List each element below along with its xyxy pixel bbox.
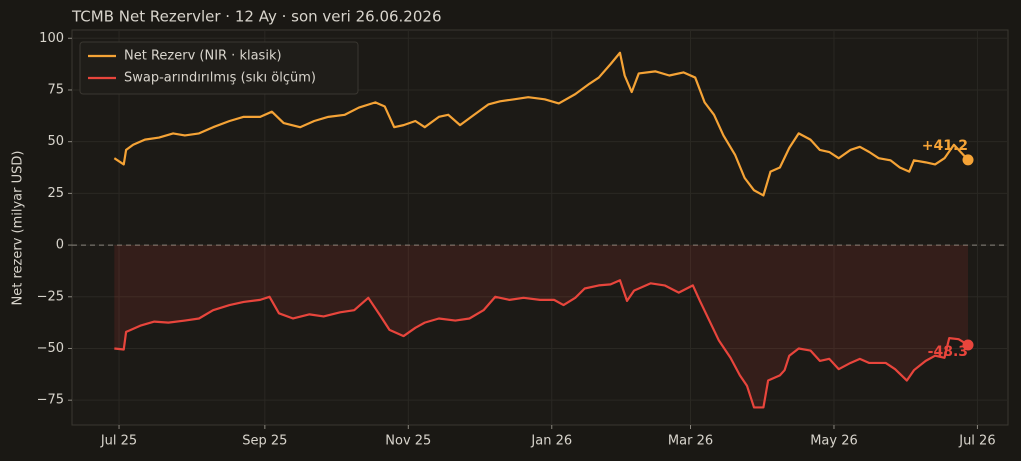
series-line bbox=[113, 51, 969, 197]
chart-title: TCMB Net Rezervler · 12 Ay · son veri 26… bbox=[71, 8, 442, 26]
x-tick-label: Nov 25 bbox=[385, 434, 431, 449]
legend-label: Swap-arındırılmış (sıkı ölçüm) bbox=[124, 71, 316, 86]
y-tick-label: −75 bbox=[37, 393, 64, 408]
y-tick-label: −25 bbox=[37, 289, 64, 304]
x-tick-label: Sep 25 bbox=[242, 434, 287, 449]
x-tick-label: Jul 26 bbox=[958, 434, 995, 449]
y-tick-label: 75 bbox=[47, 82, 64, 97]
end-point bbox=[962, 339, 974, 351]
x-tick-label: Jan 26 bbox=[530, 434, 572, 449]
end-label: +41.2 bbox=[922, 138, 968, 154]
x-tick-label: Jul 25 bbox=[100, 434, 137, 449]
end-point bbox=[962, 154, 974, 166]
y-tick-label: 100 bbox=[39, 31, 64, 46]
end-label: -48.3 bbox=[928, 344, 968, 360]
y-tick-label: 0 bbox=[56, 238, 64, 253]
legend-box bbox=[79, 41, 359, 95]
x-tick-label: Mar 26 bbox=[668, 434, 713, 449]
y-tick-label: 25 bbox=[47, 186, 64, 201]
legend-label: Net Rezerv (NIR · klasik) bbox=[124, 49, 282, 64]
y-axis-label: Net rezerv (milyar USD) bbox=[11, 151, 26, 306]
y-tick-label: −50 bbox=[37, 341, 64, 356]
x-tick-label: May 26 bbox=[810, 434, 858, 449]
area-fill bbox=[114, 245, 969, 408]
series-line bbox=[114, 279, 969, 409]
plot-area bbox=[71, 29, 1009, 426]
y-tick-label: 50 bbox=[47, 134, 64, 149]
